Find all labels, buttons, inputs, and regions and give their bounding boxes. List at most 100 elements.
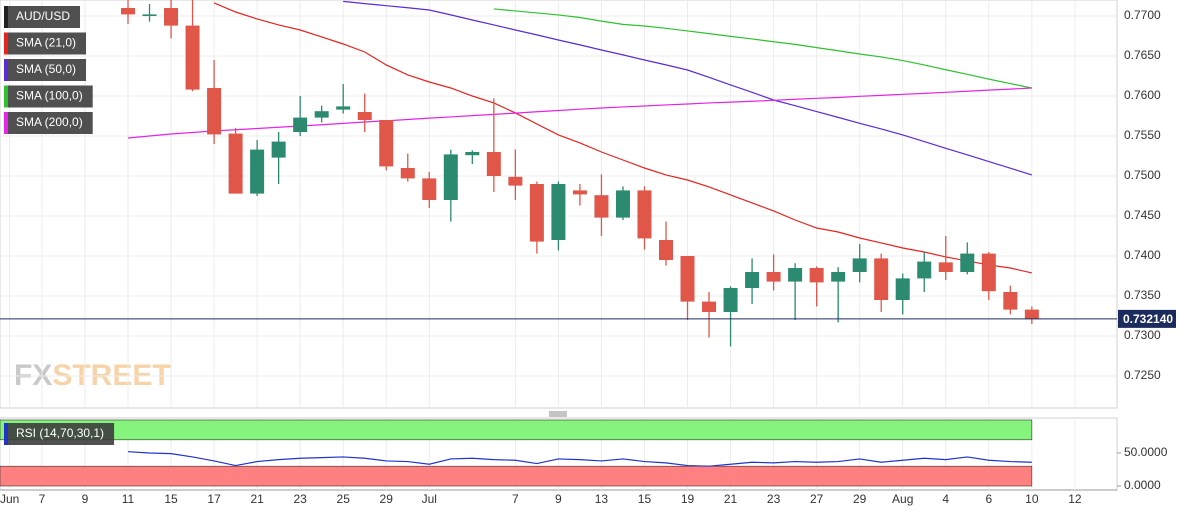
candle-body xyxy=(917,261,932,279)
series-line xyxy=(127,451,1032,467)
candle-body xyxy=(293,117,308,132)
x-tick-label: Jul xyxy=(422,492,437,506)
indicator-swatch xyxy=(4,423,8,445)
series-line xyxy=(343,0,1033,176)
candle-body xyxy=(443,154,458,200)
x-tick-label: 9 xyxy=(82,492,89,506)
y-tick-label: 0.7600 xyxy=(1124,88,1161,102)
legend-item xyxy=(4,32,87,55)
x-tick-label: 13 xyxy=(595,492,609,506)
candle-body xyxy=(594,195,609,218)
x-tick-label: 12 xyxy=(1068,492,1082,506)
legend-label: SMA (50,0) xyxy=(16,62,76,76)
x-tick-label: 21 xyxy=(724,492,738,506)
candle-body xyxy=(702,301,717,312)
legend-swatch xyxy=(4,59,8,81)
x-tick-label: 7 xyxy=(512,492,519,506)
x-tick-label: 25 xyxy=(337,492,351,506)
y-tick-label: 0.7450 xyxy=(1124,208,1161,222)
candle-body xyxy=(379,120,394,167)
y-tick-label: 0.7350 xyxy=(1124,288,1161,302)
panel-handle xyxy=(549,411,567,417)
candle-body xyxy=(852,258,867,272)
candle-body xyxy=(121,8,135,15)
candle-body xyxy=(659,240,673,260)
y-tick-label: 0.7500 xyxy=(1124,168,1161,182)
candle-body xyxy=(745,272,760,288)
candle-body xyxy=(960,253,975,272)
candle-body xyxy=(551,184,566,240)
y-tick-label: 50.0000 xyxy=(1124,445,1168,459)
candle-body xyxy=(572,190,587,195)
y-tick-label: 0.7400 xyxy=(1124,248,1161,262)
candle-body xyxy=(938,262,953,272)
x-tick-label: 7 xyxy=(39,492,46,506)
candle-body xyxy=(1024,309,1039,320)
overbought-zone xyxy=(0,419,1033,441)
legend-swatch xyxy=(4,112,8,134)
y-tick-label: 0.7650 xyxy=(1124,48,1161,62)
candle-body xyxy=(981,253,996,292)
x-tick-label: 29 xyxy=(853,492,867,506)
x-tick-label: Jun xyxy=(0,492,19,506)
x-tick-label: 27 xyxy=(810,492,824,506)
x-tick-label: 15 xyxy=(164,492,178,506)
legend-box xyxy=(4,85,93,108)
legend-label: SMA (100,0) xyxy=(16,89,83,103)
x-tick-label: 23 xyxy=(293,492,307,506)
x-tick-label: 21 xyxy=(250,492,264,506)
legend-swatch xyxy=(4,6,8,28)
candle-body xyxy=(895,278,910,300)
last-price-label: 0.732140 xyxy=(1123,312,1173,326)
x-tick-label: 23 xyxy=(767,492,781,506)
legend-item xyxy=(4,112,93,134)
x-tick-label: 15 xyxy=(638,492,652,506)
legend-label: AUD/USD xyxy=(16,9,70,23)
candle-body xyxy=(422,178,437,200)
candle-body xyxy=(486,152,501,176)
candle-body xyxy=(336,106,351,110)
candle-body xyxy=(400,168,415,179)
candle-body xyxy=(766,272,781,282)
y-tick-label: 0.0000 xyxy=(1124,478,1161,492)
x-tick-label: 17 xyxy=(207,492,221,506)
series-line xyxy=(213,2,1032,274)
x-tick-label: 9 xyxy=(555,492,562,506)
y-tick-label: 0.7700 xyxy=(1124,8,1161,22)
legend-item xyxy=(4,59,87,81)
legend-swatch xyxy=(4,85,8,108)
legend-label: SMA (200,0) xyxy=(16,115,83,129)
series-line xyxy=(127,87,1032,139)
y-tick-label: 0.7250 xyxy=(1124,368,1161,382)
candle-body xyxy=(314,111,329,118)
legend-item xyxy=(4,6,81,28)
watermark-fx: FX xyxy=(14,359,52,392)
oversold-zone xyxy=(0,465,1033,487)
candle-body xyxy=(508,176,523,186)
series-line xyxy=(493,8,1032,89)
candle-body xyxy=(271,141,286,158)
indicator-box xyxy=(4,423,115,445)
candle-body xyxy=(529,184,544,242)
legend-box xyxy=(4,6,81,28)
indicator-label: RSI (14,70,30,1) xyxy=(16,426,104,440)
watermark: FXSTREET xyxy=(14,359,171,392)
x-tick-label: 11 xyxy=(122,492,135,506)
candle-body xyxy=(809,268,824,283)
candle-body xyxy=(357,112,372,120)
legend-box xyxy=(4,32,87,55)
candle-body xyxy=(1003,292,1018,310)
candle-body xyxy=(207,88,222,135)
last-price-box xyxy=(1118,309,1176,328)
x-tick-label: 4 xyxy=(942,492,949,506)
candle-body xyxy=(637,190,652,239)
candle-body xyxy=(228,133,243,194)
x-tick-label: 19 xyxy=(681,492,695,506)
watermark-street: STREET xyxy=(52,359,170,392)
x-tick-label: Aug xyxy=(892,492,913,506)
legend-item xyxy=(4,85,93,108)
candle-body xyxy=(680,256,695,302)
y-tick-label: 0.7300 xyxy=(1124,328,1161,342)
candle-body xyxy=(831,272,846,282)
